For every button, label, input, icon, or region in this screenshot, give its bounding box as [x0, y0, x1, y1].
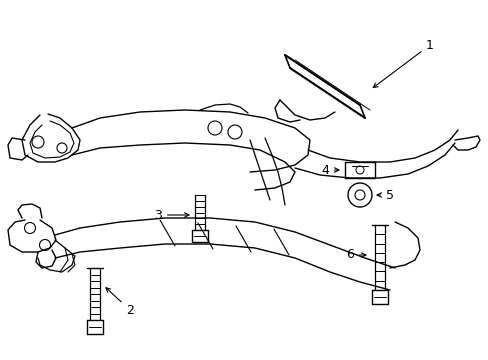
Text: 3: 3	[154, 208, 188, 221]
Text: 4: 4	[321, 163, 338, 176]
Text: 6: 6	[346, 248, 365, 261]
Text: 1: 1	[372, 39, 433, 87]
Text: 5: 5	[376, 189, 393, 202]
Text: 2: 2	[106, 288, 134, 316]
